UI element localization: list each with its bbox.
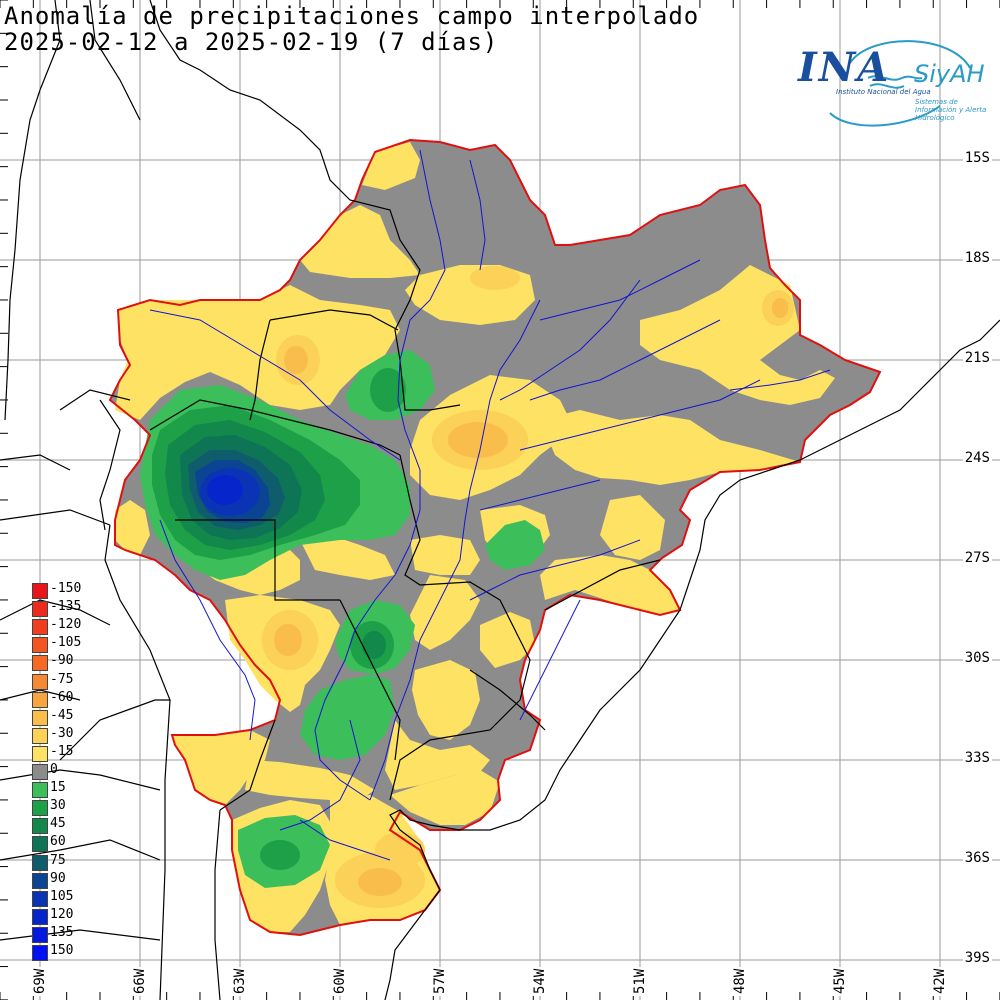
legend-swatch [32,619,48,636]
logo-tagline-text: Sistemas de Información y Alerta Hidroló… [915,98,987,122]
legend-entry: -45 [30,707,100,727]
legend-label: -105 [50,635,82,651]
legend-swatch [32,945,48,961]
legend-swatch [32,583,48,599]
legend-entry: -15 [30,743,100,763]
longitude-label: 60W [332,966,348,996]
legend-label: 120 [50,906,74,922]
legend-swatch [32,691,48,708]
legend-entry: 45 [30,815,100,835]
longitude-label: 69W [32,966,48,996]
legend-swatch [32,872,48,889]
legend-entry: 0 [30,761,100,781]
legend-swatch [32,764,48,780]
latitude-label: 33S [962,750,992,766]
latitude-label: 24S [962,450,992,466]
legend-label: 150 [50,943,74,958]
coastline [384,319,1000,1000]
longitude-label: 51W [632,966,648,996]
legend-entry: 120 [30,906,100,926]
legend-label: 30 [50,798,66,814]
longitude-label: 54W [532,966,548,996]
legend-swatch [32,727,48,744]
logo-swoosh-icon [829,40,971,127]
latitude-label: 21S [962,350,992,366]
latitude-label: 36S [962,850,992,866]
legend-swatch [32,926,48,943]
legend-swatch [32,655,48,672]
latitude-label: 18S [962,250,992,266]
longitude-label: 66W [132,966,148,996]
logo-institute-text: Instituto Nacional del Agua [836,88,931,96]
ina-siyah-logo: INA SiyAH Instituto Nacional del Agua Si… [790,28,995,128]
legend-label: -45 [50,707,74,723]
legend-swatch [32,637,48,654]
legend-swatch [32,836,48,853]
legend-entry: 75 [30,852,100,872]
legend-entry: 90 [30,870,100,890]
legend-label: -15 [50,743,74,759]
legend-entry: -90 [30,652,100,672]
legend-label: 90 [50,870,66,886]
legend-label: -75 [50,671,74,687]
legend-entry: 150 [30,942,100,962]
legend-swatch [32,745,48,762]
legend-label: 75 [50,852,66,868]
legend-entry: 135 [30,924,100,944]
legend-label: 45 [50,816,66,832]
map-subtitle-date-range: 2025-02-12 a 2025-02-19 (7 días) [4,28,499,56]
legend-swatch [32,908,48,925]
legend-label: -60 [50,689,74,705]
legend-entry: -135 [30,598,100,618]
legend-entry: 15 [30,779,100,799]
longitude-label: 42W [932,966,948,996]
latitude-label: 30S [962,650,992,666]
anomaly-field [108,138,882,937]
legend-swatch [32,854,48,871]
basin-outline [108,138,882,937]
legend-label: -120 [50,617,82,633]
legend-swatch [32,601,48,618]
legend-entry: -60 [30,689,100,709]
legend-entry: 105 [30,888,100,908]
legend-label: -30 [50,725,74,741]
legend-swatch [32,818,48,835]
logo-siyah-text: SiyAH [914,60,985,88]
legend-swatch [32,782,48,799]
legend-label: -150 [50,581,82,596]
legend-entry: -75 [30,671,100,691]
political-borders [0,0,661,1000]
legend-label: 0 [50,762,58,777]
legend-label: 15 [50,780,66,796]
longitude-label: 48W [732,966,748,996]
legend-entry: 30 [30,797,100,817]
longitude-label: 57W [432,966,448,996]
legend-label: 60 [50,834,66,850]
legend-entry: -120 [30,616,100,636]
legend-entry: -150 [30,580,100,600]
legend-entry: -105 [30,634,100,654]
logo-ina-text: INA [798,44,891,91]
legend-label: -90 [50,653,74,669]
legend-swatch [32,709,48,726]
latitude-label: 27S [962,550,992,566]
latitude-label: 15S [962,150,992,166]
legend-swatch [32,890,48,907]
rivers [149,149,831,861]
latitude-label: 39S [962,950,992,966]
map-title: Anomalía de precipitaciones campo interp… [4,2,700,30]
legend-entry: -30 [30,725,100,745]
legend-swatch [32,800,48,817]
legend-label: 135 [50,924,74,940]
legend-label: 105 [50,888,74,904]
legend-swatch [32,673,48,690]
legend-entry: 60 [30,833,100,853]
legend-label: -135 [50,599,82,615]
longitude-label: 45W [832,966,848,996]
longitude-label: 63W [232,966,248,996]
